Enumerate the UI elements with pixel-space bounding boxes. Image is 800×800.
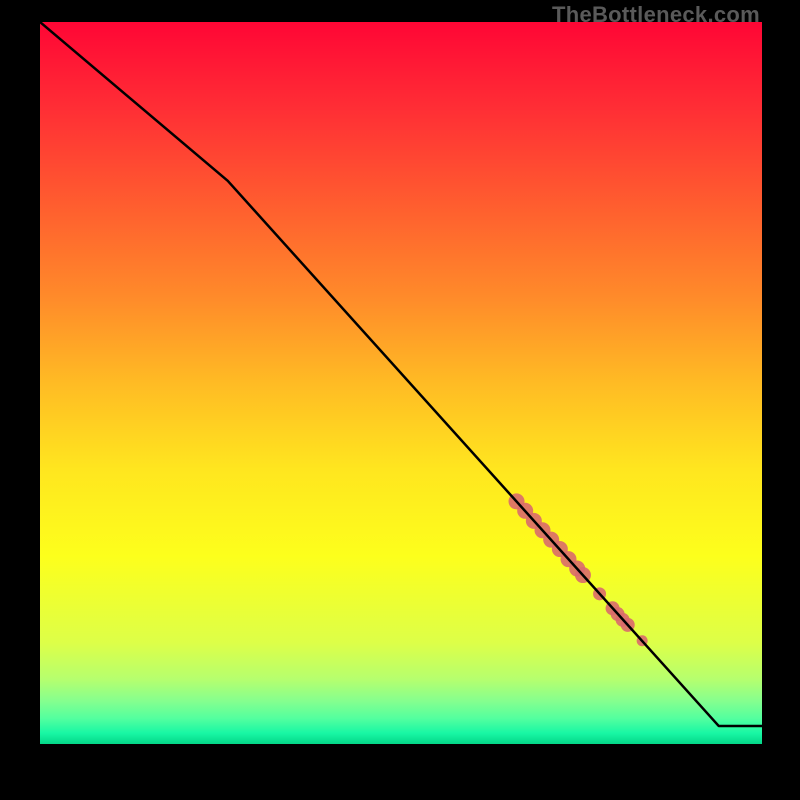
plot-area (40, 22, 762, 744)
watermark-text: TheBottleneck.com (552, 2, 760, 28)
heatmap-background (40, 22, 762, 744)
figure-canvas: TheBottleneck.com (0, 0, 800, 800)
